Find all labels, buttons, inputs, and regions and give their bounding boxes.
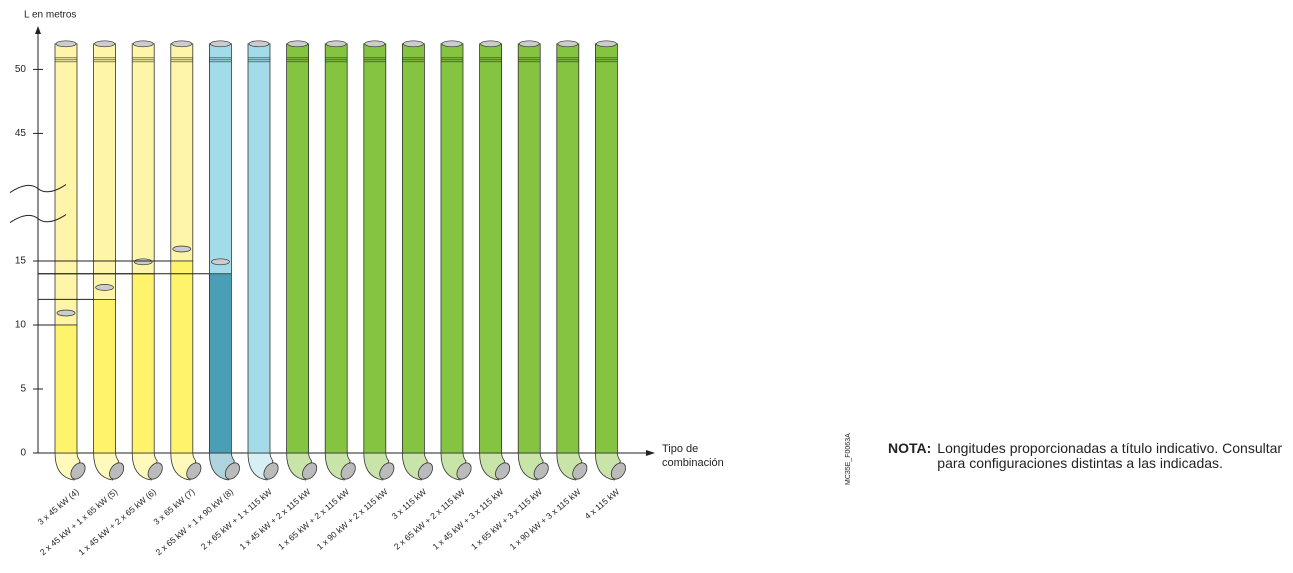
pipe-full: [286, 43, 310, 454]
pipe-top: [132, 40, 154, 48]
pipe-opening: [417, 462, 433, 480]
pipe-top: [518, 40, 540, 48]
pipe-cap: [211, 258, 230, 266]
x-tick-label: 3 x 115 kW: [390, 487, 429, 522]
pipe-lower: [208, 273, 232, 454]
pipe-top: [480, 40, 501, 48]
pipe: [363, 40, 395, 481]
pipe-top: [94, 40, 115, 48]
pipe: [594, 40, 626, 481]
pipe-top: [210, 40, 231, 48]
pipe-top: [248, 40, 270, 48]
pipe-opening: [147, 462, 163, 480]
pipe-upper: [54, 43, 78, 326]
pipe-lower: [54, 324, 78, 454]
pipe-opening: [572, 462, 588, 480]
pipe-opening: [533, 462, 549, 480]
figure-code: MC35E_F0063A: [845, 433, 852, 485]
axis-break: [9, 184, 67, 194]
pipe-top: [287, 40, 308, 48]
pipe-lower: [131, 273, 155, 454]
pipe-top: [441, 40, 463, 48]
pipe-full: [247, 43, 271, 454]
note-text: Longitudes proporcionadas a título indic…: [937, 440, 1283, 471]
pipe-opening: [224, 462, 240, 480]
pipe-cap: [56, 309, 76, 317]
pipe-top: [171, 40, 193, 48]
x-axis-arrow: [646, 450, 655, 456]
x-tick-label: 4 x 115 kW: [583, 487, 622, 522]
pipe-top: [403, 40, 424, 48]
pipe-opening: [340, 462, 356, 480]
pipe: [517, 40, 549, 481]
pipe-opening: [263, 462, 279, 480]
pipe: [93, 40, 125, 481]
pipe-cap: [172, 245, 192, 253]
pipe: [54, 40, 86, 481]
x-tick-label: 1 x 90 kW + 3 x 115 kW: [508, 487, 583, 552]
note: NOTA: Longitudes proporcionadas a título …: [888, 441, 1288, 471]
pipe-top: [596, 40, 617, 48]
x-tick-label: 1 x 65 kW + 3 x 115 kW: [469, 487, 544, 552]
pipe: [208, 40, 240, 481]
y-tick-label: 45: [15, 128, 27, 139]
y-tick-label: 5: [20, 384, 26, 395]
pipe-full: [556, 43, 580, 454]
pipe: [324, 40, 356, 481]
x-tick-label: 1 x 45 kW + 3 x 115 kW: [430, 487, 505, 552]
pipe: [247, 40, 279, 481]
note-label: NOTA:: [888, 440, 932, 456]
pipe: [440, 40, 472, 481]
pipe-opening: [109, 462, 125, 480]
pipe-top: [55, 40, 77, 48]
pipe-opening: [495, 462, 511, 480]
x-tick-label: 1 x 90 kW + 2 x 115 kW: [315, 487, 390, 552]
pipe-opening: [610, 462, 626, 480]
y-axis-label: L en metros: [24, 10, 76, 21]
pipe-opening: [70, 462, 86, 480]
x-tick-label: 1 x 65 kW + 2 x 115 kW: [276, 487, 351, 552]
axis-break: [9, 214, 67, 224]
x-tick-label: 2 x 65 kW + 2 x 115 kW: [392, 487, 467, 552]
pipe-upper: [131, 43, 155, 275]
pipe-full: [401, 43, 425, 454]
pipe-opening: [186, 462, 202, 480]
pipe: [131, 40, 163, 481]
pipe: [401, 40, 433, 481]
pipe-full: [479, 43, 503, 454]
pipe: [479, 40, 511, 481]
x-tick-label: 2 x 65 kW + 1 x 115 kW: [199, 487, 274, 552]
pipe-top: [557, 40, 579, 48]
x-tick-label: 1 x 45 kW + 2 x 115 kW: [237, 487, 312, 552]
x-tick-label: 2 x 65 kW + 1 x 90 kW (8): [154, 486, 236, 557]
y-tick-label: 15: [15, 256, 27, 267]
pipe: [556, 40, 588, 481]
pipe-upper: [170, 43, 194, 262]
x-axis-label: Tipo de combinación: [662, 443, 724, 469]
pipe-top: [325, 40, 347, 48]
x-tick-label: 1 x 45 kW + 2 x 65 kW (6): [76, 486, 158, 557]
pipe-full: [595, 43, 618, 454]
pipe: [286, 40, 318, 481]
y-axis-arrow: [35, 26, 41, 34]
y-tick-label: 50: [15, 64, 27, 75]
pipe-full: [440, 43, 464, 454]
pipe-cap: [95, 284, 114, 291]
pipe-full: [324, 43, 348, 454]
pipe-top: [364, 40, 386, 48]
pipe-upper: [208, 43, 232, 275]
pipe-opening: [302, 462, 318, 480]
pipe-cap: [133, 258, 153, 266]
pipe-full: [517, 43, 541, 454]
y-tick-label: 10: [15, 320, 27, 331]
pipe-full: [363, 43, 387, 454]
pipe-opening: [379, 462, 395, 480]
pipe: [170, 40, 202, 481]
pipe-opening: [456, 462, 472, 480]
pipe-lower: [93, 298, 116, 454]
pipe-lower: [170, 260, 194, 454]
y-tick-label: 0: [20, 448, 26, 459]
